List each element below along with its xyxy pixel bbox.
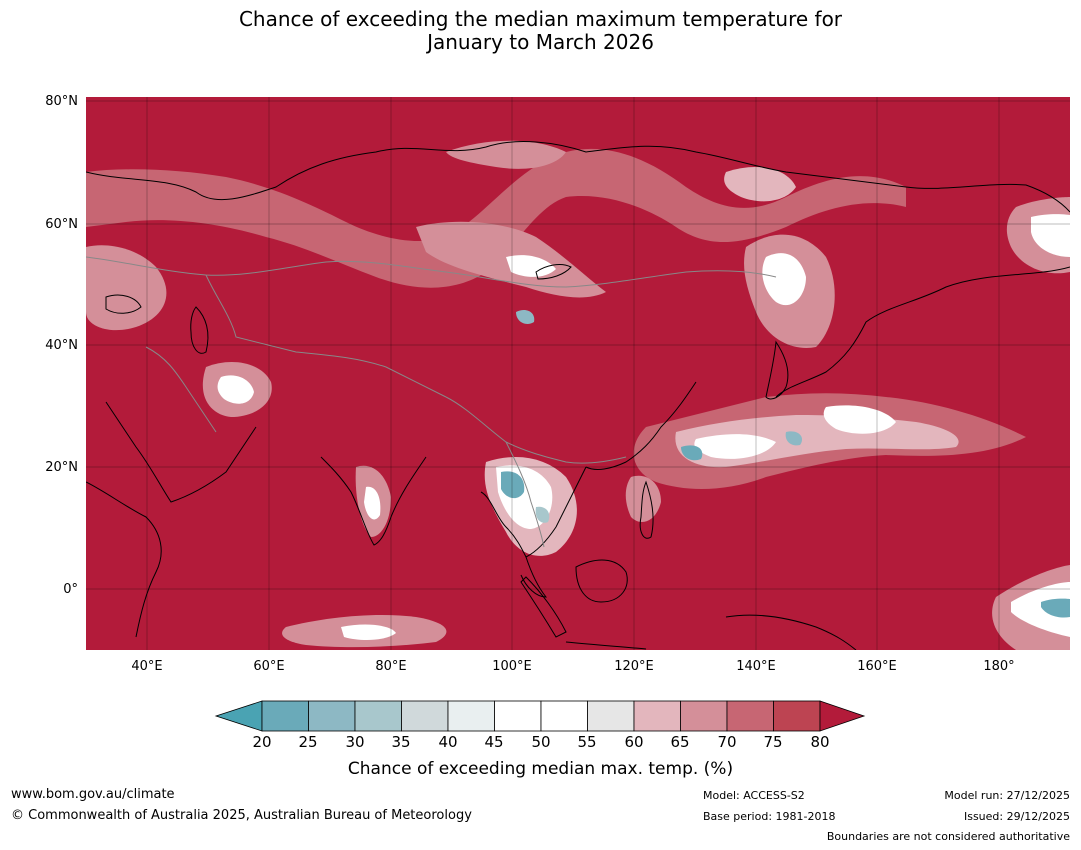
cbar-tick-25: 25 <box>298 733 318 751</box>
coast-baikal <box>535 264 572 280</box>
colorbar <box>214 700 866 732</box>
patch-arabia-white <box>217 375 254 404</box>
colorbar-segment-8 <box>633 700 681 732</box>
border-mideast <box>145 346 217 433</box>
lon-tick-60e: 60°E <box>253 659 285 674</box>
disclaimer-text: Boundaries are not considered authoritat… <box>826 830 1070 843</box>
patch-bottomright-white <box>1011 582 1070 637</box>
cbar-tick-60: 60 <box>624 733 644 751</box>
coast-black-sea <box>105 294 142 314</box>
website-link[interactable]: www.bom.gov.au/climate <box>11 787 175 802</box>
patch-siberia-light <box>724 167 796 202</box>
colorbar-segment-5 <box>494 700 542 732</box>
patch-mongolia-white <box>506 255 556 277</box>
model-text: Model: ACCESS-S2 <box>703 789 805 802</box>
patch-india-white <box>364 486 381 520</box>
lat-tick-20n: 20°N <box>45 460 78 475</box>
cbar-tick-45: 45 <box>484 733 504 751</box>
colorbar-segments <box>261 700 821 732</box>
lon-tick-100e: 100°E <box>492 659 532 674</box>
title-line-1: Chance of exceeding the median maximum t… <box>238 7 843 31</box>
copyright-text: © Commonwealth of Australia 2025, Austra… <box>11 808 472 823</box>
patch-northern-eurasia <box>86 148 906 288</box>
coast-arabia <box>105 401 257 503</box>
patch-fareast-white <box>762 253 806 306</box>
cbar-tick-80: 80 <box>810 733 830 751</box>
coast-java <box>565 641 647 650</box>
coast-philippines <box>639 480 654 539</box>
patch-indochina-blue <box>501 471 525 499</box>
cbar-tick-30: 30 <box>345 733 365 751</box>
issued-text: Issued: 29/12/2025 <box>963 810 1070 823</box>
coast-arctic <box>86 141 1070 213</box>
patch-bottomright-blue <box>1041 598 1070 618</box>
coast-pacific <box>775 266 1070 398</box>
cbar-tick-70: 70 <box>717 733 737 751</box>
cbar-tick-75: 75 <box>763 733 783 751</box>
patch-south-indian-white <box>341 624 396 641</box>
coastlines <box>86 141 1070 650</box>
cbar-tick-20: 20 <box>252 733 272 751</box>
patch-pacific-white2 <box>823 405 896 434</box>
lon-tick-120e: 120°E <box>614 659 654 674</box>
coast-china-east <box>585 381 697 470</box>
lon-tick-140e: 140°E <box>736 659 776 674</box>
patch-pacific-blue1 <box>681 445 703 461</box>
colorbar-segment-0 <box>261 700 309 732</box>
border-china-south <box>445 396 627 464</box>
colorbar-segment-11 <box>773 700 821 732</box>
lat-tick-80n: 80°N <box>45 94 78 109</box>
probability-map <box>86 97 1070 650</box>
colorbar-segment-6 <box>540 700 588 732</box>
patch-pacific-blue2 <box>785 431 803 446</box>
cbar-tick-55: 55 <box>577 733 597 751</box>
colorbar-segment-1 <box>308 700 356 732</box>
lat-tick-40n: 40°N <box>45 338 78 353</box>
colorbar-segment-10 <box>726 700 774 732</box>
base-period-text: Base period: 1981-2018 <box>703 810 836 823</box>
lon-tick-160e: 160°E <box>857 659 897 674</box>
coast-caspian <box>190 306 209 354</box>
lon-tick-40e: 40°E <box>131 659 163 674</box>
lon-tick-80e: 80°E <box>375 659 407 674</box>
colorbar-low-extend <box>214 700 263 732</box>
lat-tick-60n: 60°N <box>45 217 78 232</box>
coast-malay <box>520 556 548 598</box>
chart-title: Chance of exceeding the median maximum t… <box>0 8 1081 54</box>
coast-africa <box>86 481 162 638</box>
patch-indochina-blue2 <box>535 506 550 523</box>
patch-pacific-white <box>694 434 776 459</box>
coast-indochina <box>480 466 587 558</box>
colorbar-label: Chance of exceeding median max. temp. (%… <box>347 759 734 779</box>
colorbar-segment-2 <box>354 700 402 732</box>
coast-newguinea <box>725 614 857 650</box>
coast-sumatra <box>520 576 567 638</box>
border-indochina <box>505 441 545 548</box>
colorbar-segment-4 <box>447 700 495 732</box>
map-grid <box>86 97 1070 650</box>
border-russia-south <box>86 256 777 288</box>
colorbar-high-extend <box>819 700 866 732</box>
cbar-tick-50: 50 <box>531 733 551 751</box>
colorbar-segment-3 <box>401 700 449 732</box>
cbar-tick-65: 65 <box>670 733 690 751</box>
colorbar-segment-9 <box>680 700 728 732</box>
title-line-2: January to March 2026 <box>427 30 654 54</box>
patch-arctic-light <box>446 140 566 169</box>
lat-tick-0: 0° <box>63 582 78 597</box>
border-central-asia <box>205 274 447 398</box>
coast-india <box>320 456 427 546</box>
patch-mongolia-blue <box>516 310 535 324</box>
cbar-tick-35: 35 <box>391 733 411 751</box>
lon-tick-180: 180° <box>983 659 1015 674</box>
cbar-tick-40: 40 <box>438 733 458 751</box>
colorbar-segment-7 <box>587 700 635 732</box>
coast-japan <box>765 340 789 400</box>
patch-topright-white <box>1031 214 1070 257</box>
model-run-text: Model run: 27/12/2025 <box>944 789 1070 802</box>
borders <box>86 256 777 548</box>
probability-patches <box>86 140 1070 650</box>
coast-borneo <box>575 559 628 603</box>
